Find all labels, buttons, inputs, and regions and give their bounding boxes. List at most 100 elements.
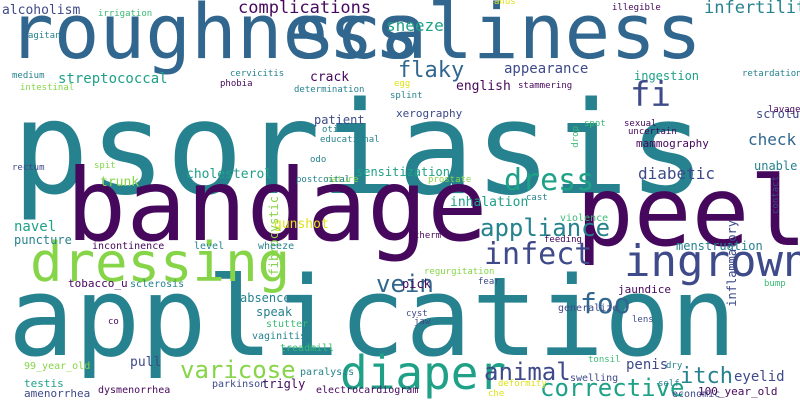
word-postcoital: postcoital <box>296 175 351 185</box>
word-inflammatory: inflammatory <box>725 220 739 307</box>
word-pull: pull <box>130 355 162 370</box>
word-electrocardiogram: electrocardiogram <box>316 385 419 396</box>
word-therm: therm <box>414 231 442 241</box>
word-99-year-old: 99_year_old <box>24 361 91 372</box>
word-infect: infect <box>484 237 593 272</box>
word-tobacco-u: tobacco_u <box>68 277 128 290</box>
word-wheeze: wheeze <box>258 241 295 252</box>
word-lens: lens <box>632 315 654 325</box>
word-trigly: trigly <box>262 377 306 391</box>
word-dysmenorrhea: dysmenorrhea <box>98 385 171 396</box>
word-spit: spit <box>94 161 116 171</box>
word-generalize: generalize <box>558 303 619 314</box>
word-stammering: stammering <box>518 81 573 91</box>
word-cervicitis: cervicitis <box>230 69 285 79</box>
word-dry: dry <box>666 361 683 371</box>
word-complications: complications <box>238 0 372 18</box>
word-fi: fi <box>630 75 671 115</box>
word-feeding: feeding <box>544 235 582 245</box>
word-itch: itch <box>680 364 733 389</box>
word-contact: contact <box>771 176 781 214</box>
word-psoriasis: psoriasis <box>12 75 706 224</box>
word-bandage: bandage <box>66 147 488 264</box>
word-economic: economic <box>672 389 721 400</box>
word-application: application <box>8 253 737 381</box>
word-flaky: flaky <box>398 58 465 83</box>
word-treadmill: treadmill <box>280 343 335 354</box>
word-spot: spot <box>584 119 606 129</box>
word-regurgitation: regurgitation <box>424 267 495 277</box>
word-peel: peel <box>576 156 800 268</box>
word-inhalation: inhalation <box>450 195 529 210</box>
word-puncture: puncture <box>14 233 72 247</box>
word-jaundice: jaundice <box>618 283 671 296</box>
word-phobia: phobia <box>220 79 253 89</box>
word-speak: speak <box>256 305 293 319</box>
word-xerography: xerography <box>396 107 463 120</box>
word-infertility: infertility <box>704 0 800 18</box>
word-bump: bump <box>764 279 786 289</box>
word-alcoholism: alcoholism <box>2 3 81 18</box>
word-determination: determination <box>294 85 365 95</box>
word-streptococcal: streptococcal <box>58 71 168 87</box>
word-violence: violence <box>560 213 609 224</box>
word-sexual: sexual <box>624 119 657 129</box>
word-odo: odo <box>310 155 327 165</box>
word-mammography: mammography <box>636 137 709 150</box>
word-pick: pick <box>402 277 431 291</box>
word-agitan: agitan <box>28 31 61 41</box>
word-trunk: trunk <box>100 175 140 190</box>
word-parkinson: parkinson <box>212 379 267 390</box>
word-appearance: appearance <box>504 61 589 77</box>
word-deformity: deformity <box>498 379 547 389</box>
word-lavage: lavage <box>768 105 800 115</box>
word-navel: navel <box>14 219 57 235</box>
word-diaper: diaper <box>340 346 507 400</box>
word-crack: crack <box>310 70 350 85</box>
word-varicose: varicose <box>180 356 296 384</box>
word-amenorrhea: amenorrhea <box>24 387 91 400</box>
word-corrective: corrective <box>540 374 685 400</box>
word-stutter: stutter <box>266 319 309 330</box>
word-menstruation: menstruation <box>676 239 763 253</box>
word-unable: unable <box>754 159 798 173</box>
word-uncertain: uncertain <box>628 127 677 137</box>
word-scrotum: scrotum <box>756 107 800 121</box>
word-gunshot: gunshot <box>274 217 329 232</box>
word-swelling: swelling <box>570 373 619 384</box>
word-educational: educational <box>320 135 380 145</box>
word-ingestion: ingestion <box>634 69 700 83</box>
word-ingrown: ingrown <box>624 236 800 287</box>
word-egg: egg <box>394 79 411 89</box>
word-animal: animal <box>484 358 571 386</box>
word-fear: fear <box>478 277 500 287</box>
word-illegible: illegible <box>612 3 661 13</box>
word-cast: cast <box>526 193 548 203</box>
word-self: self <box>658 379 680 389</box>
word-testis: testis <box>24 377 64 390</box>
word-anus: anus <box>494 0 516 7</box>
word-fibrocystic: fibrocystic <box>267 196 281 276</box>
word-cyst: cyst <box>406 309 428 319</box>
word-100-year-old: 100_year_old <box>698 385 778 398</box>
word-irrigation: irrigation <box>98 9 153 19</box>
word-sneeze: sneeze <box>386 16 444 35</box>
word-vaginitis: vaginitis <box>252 331 307 342</box>
word-cholesterol: cholesterol <box>186 167 273 182</box>
word-dressing: dressing <box>30 231 291 294</box>
word-retardation: retardation <box>742 69 800 79</box>
word-splint: splint <box>390 91 423 101</box>
word-prostate: prostate <box>428 175 472 185</box>
word-otitis: otitis <box>322 125 355 135</box>
word-appliance: appliance <box>480 214 611 242</box>
word-diabetic: diabetic <box>638 164 716 183</box>
word-che: che <box>488 389 505 399</box>
word-absence: absence <box>240 291 291 305</box>
word-sclerosis: sclerosis <box>130 279 185 290</box>
word-drop: drop <box>571 126 581 148</box>
word-co: co <box>108 317 119 327</box>
word-foo: foo <box>580 287 631 320</box>
word-eyelid: eyelid <box>734 369 785 385</box>
word-medium: medium <box>12 71 45 81</box>
